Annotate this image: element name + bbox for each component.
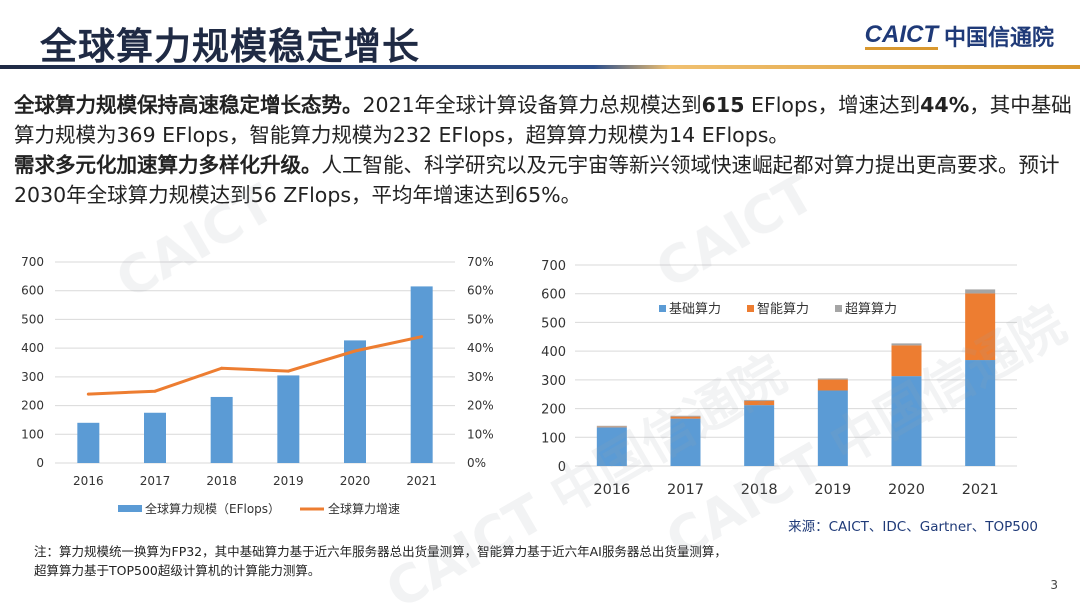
para1-text3: ，其中基础算力规模为369 EFlops，智能算力规模为232 EFlops，超… xyxy=(14,93,1072,147)
bar-segment-supercomputing xyxy=(965,289,996,294)
bar-segment-ai xyxy=(596,426,627,428)
y2-tick-label: 20% xyxy=(467,399,494,413)
bar-scale xyxy=(77,422,100,463)
legend-label: 智能算力 xyxy=(757,302,809,317)
x-tick-label: 2021 xyxy=(962,482,999,498)
y-tick-label: 600 xyxy=(541,288,566,303)
chart-scale-growth: 0 100 200 300 400 500 600 700 0% 10% 20% 30% 40% 50% 6… xyxy=(21,255,494,516)
y2-tick-label: 0% xyxy=(467,456,486,470)
bar-scale xyxy=(277,375,300,463)
x-tick-label: 2017 xyxy=(667,482,704,498)
bar-segment-base xyxy=(817,390,848,466)
y-tick-label: 400 xyxy=(541,345,566,360)
y-tick-label: 700 xyxy=(541,259,566,274)
y-tick-label: 300 xyxy=(21,370,44,384)
point-growth xyxy=(153,389,157,393)
bar-segment-base xyxy=(965,360,996,466)
y-tick-label: 500 xyxy=(541,316,566,331)
y2-tick-label: 30% xyxy=(467,370,494,384)
bar-scale xyxy=(410,286,433,463)
para1-total: 615 xyxy=(701,93,745,117)
slide-title: 全球算力规模稳定增长 xyxy=(40,25,420,68)
x-tick-label: 2016 xyxy=(73,474,104,488)
x-tick-label: 2020 xyxy=(888,482,925,498)
bar-scale xyxy=(210,396,233,463)
para1-growth: 44% xyxy=(920,93,970,117)
x-tick-label: 2020 xyxy=(340,474,371,488)
para1-text2: EFlops，增速达到 xyxy=(744,93,921,117)
y-tick-label: 700 xyxy=(21,255,44,269)
bar-scale xyxy=(144,412,166,463)
legend-label-growth: 全球算力增速 xyxy=(328,501,400,516)
bar-segment-ai xyxy=(744,400,775,406)
para1-text: 2021年全球计算设备算力总规模达到 xyxy=(362,93,702,117)
point-growth xyxy=(286,369,290,373)
summary-text: 全球算力规模保持高速稳定增长态势。2021年全球计算设备算力总规模达到615 E… xyxy=(14,90,1074,210)
y-tick-label: 500 xyxy=(21,312,44,326)
legend-swatch-scale xyxy=(118,505,142,512)
bar-segment-supercomputing xyxy=(596,425,627,427)
point-growth xyxy=(353,349,357,353)
bar-segment-ai xyxy=(817,379,848,391)
y-tick-label: 600 xyxy=(21,284,44,298)
footnote-line-2: 超算算力基于TOP500超级计算机的计算能力测算。 xyxy=(34,563,321,578)
bar-segment-ai xyxy=(891,345,922,377)
y2-tick-label: 40% xyxy=(467,341,494,355)
caict-logo: CAICT 中国信通院 xyxy=(864,20,1054,52)
y2-tick-label: 60% xyxy=(467,284,494,298)
bar-segment-ai xyxy=(965,293,996,361)
legend-swatch xyxy=(747,305,754,312)
source-text: 来源：CAICT、IDC、Gartner、TOP500 xyxy=(788,519,1038,535)
legend-label: 超算算力 xyxy=(845,302,897,317)
footnote: 注：算力规模统一换算为FP32，其中基础算力基于近六年服务器总出货量测算，智能算… xyxy=(34,542,727,580)
bar-segment-base xyxy=(744,405,775,466)
point-growth xyxy=(220,366,224,370)
y-tick-label: 200 xyxy=(541,403,566,418)
legend-label: 基础算力 xyxy=(669,302,721,317)
bar-segment-supercomputing xyxy=(670,415,701,417)
page-number: 3 xyxy=(1050,578,1058,592)
y2-tick-label: 70% xyxy=(467,255,494,269)
y2-tick-label: 50% xyxy=(467,312,494,326)
x-tick-label: 2016 xyxy=(593,482,630,498)
bar-segment-ai xyxy=(670,416,701,419)
y2-tick-label: 10% xyxy=(467,427,494,441)
header-divider xyxy=(0,65,1080,69)
point-growth xyxy=(86,392,90,396)
x-tick-label: 2018 xyxy=(206,474,237,488)
x-tick-label: 2017 xyxy=(140,474,171,488)
para2-text: 人工智能、科学研究以及元宇宙等新兴领域快速崛起都对算力提出更高要求。预计2030… xyxy=(14,153,1060,207)
para1-heading: 全球算力规模保持高速稳定增长态势。 xyxy=(14,93,363,117)
x-tick-label: 2018 xyxy=(741,482,778,498)
y-tick-label: 100 xyxy=(21,427,44,441)
bar-segment-base xyxy=(670,418,701,466)
paragraph-2: 需求多元化加速算力多样化升级。人工智能、科学研究以及元宇宙等新兴领域快速崛起都对… xyxy=(14,150,1074,210)
x-tick-label: 2019 xyxy=(273,474,304,488)
y-tick-label: 300 xyxy=(541,374,566,389)
x-tick-label: 2021 xyxy=(406,474,437,488)
legend-swatch xyxy=(659,305,666,312)
bar-segment-supercomputing xyxy=(817,378,848,380)
y-tick-label: 200 xyxy=(21,399,44,413)
bar-segment-base xyxy=(891,376,922,466)
line-growth xyxy=(88,335,422,396)
chart-stacked-composition: 0 100 200 300 400 500 600 700 2016 2017 2018 2019 20… xyxy=(541,259,1017,498)
bar-segment-supercomputing xyxy=(891,343,922,346)
bar-segment-base xyxy=(596,427,627,466)
para2-heading: 需求多元化加速算力多样化升级。 xyxy=(14,153,322,177)
bar-segment-supercomputing xyxy=(744,399,775,401)
x-tick-label: 2019 xyxy=(814,482,851,498)
legend-swatch xyxy=(835,305,842,312)
y-tick-label: 0 xyxy=(558,460,566,475)
y-tick-label: 400 xyxy=(21,341,44,355)
point-growth xyxy=(420,335,424,339)
paragraph-1: 全球算力规模保持高速稳定增长态势。2021年全球计算设备算力总规模达到615 E… xyxy=(14,90,1074,150)
logo-en: CAICT xyxy=(864,20,938,50)
y-tick-label: 0 xyxy=(36,456,44,470)
bar-scale xyxy=(344,340,366,463)
logo-cn: 中国信通院 xyxy=(943,26,1054,51)
y-tick-label: 100 xyxy=(541,431,566,446)
footnote-line-1: 注：算力规模统一换算为FP32，其中基础算力基于近六年服务器总出货量测算，智能算… xyxy=(34,544,727,559)
legend-label-scale: 全球算力规模（EFlops） xyxy=(145,501,280,516)
